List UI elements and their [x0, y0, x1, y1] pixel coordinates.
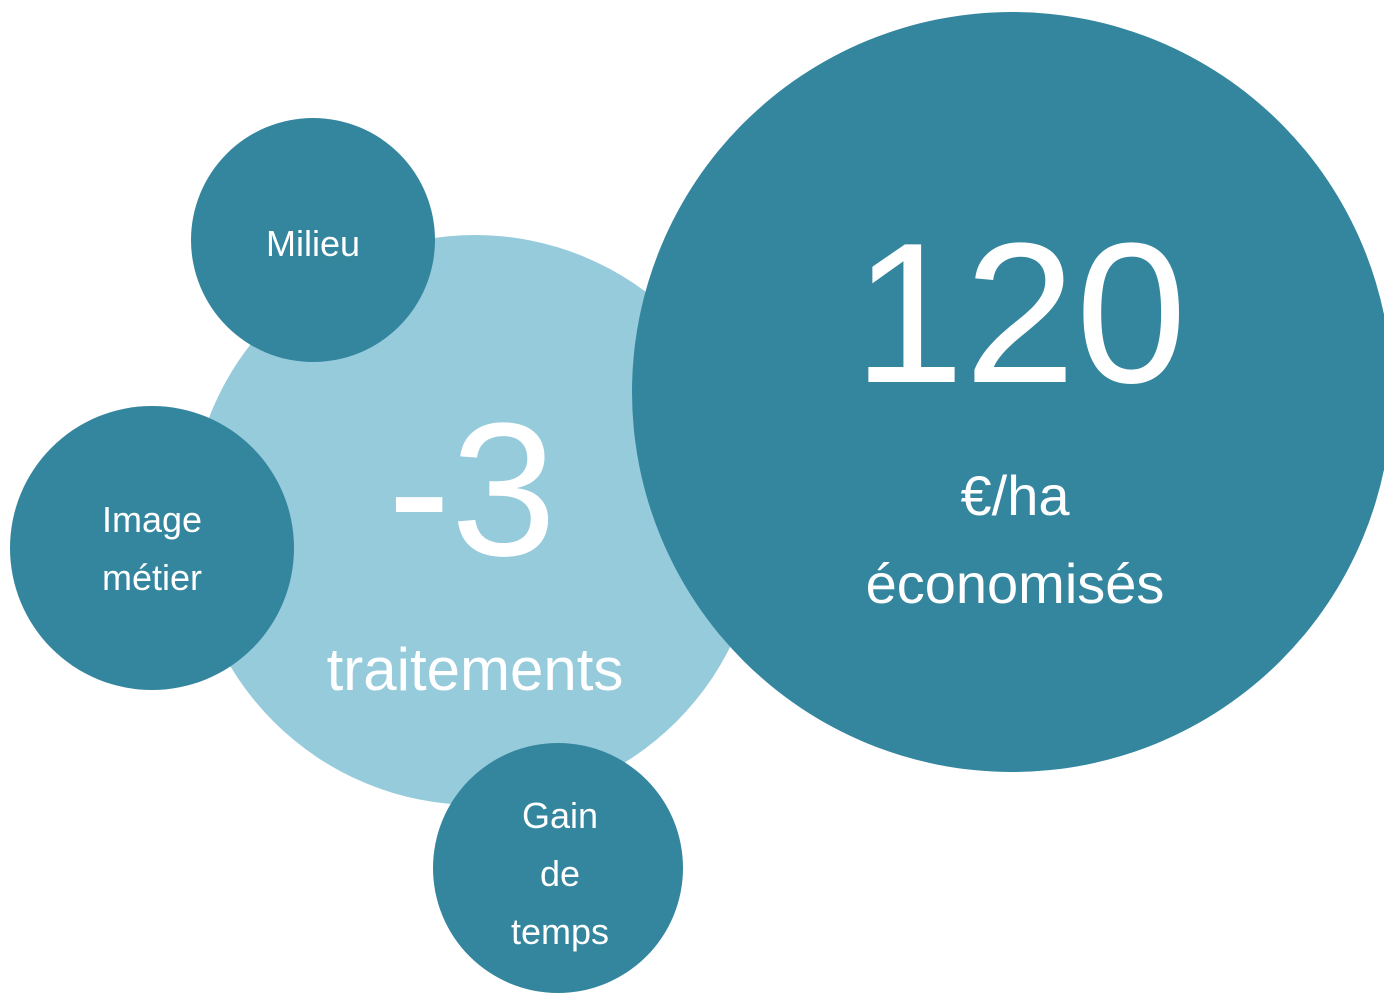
small-circle	[433, 743, 683, 993]
small-circle	[10, 406, 294, 690]
unit-label: traitements	[327, 636, 624, 703]
node-label: Image	[102, 499, 202, 540]
big-number: -3	[388, 384, 557, 596]
node-label: Milieu	[266, 223, 360, 264]
node-label: temps	[511, 911, 609, 952]
unit-label: économisés	[866, 552, 1165, 615]
node-label: métier	[102, 557, 202, 598]
node-label: de	[540, 853, 580, 894]
big-number: 120	[853, 202, 1187, 425]
unit-label: €/ha	[961, 464, 1071, 527]
big-circle	[632, 12, 1384, 772]
small-circle	[191, 118, 435, 362]
light-circle	[190, 235, 760, 805]
node-label: Gain	[522, 795, 598, 836]
